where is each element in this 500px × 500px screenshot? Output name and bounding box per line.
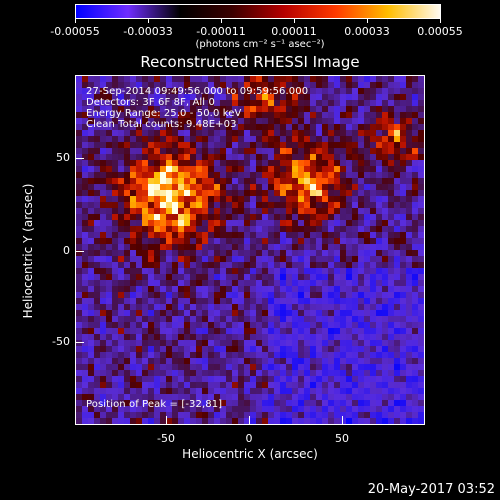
x-tick-minus50: -50 xyxy=(157,432,175,445)
y-tick-minus50: -50 xyxy=(52,335,70,348)
image-panel: 27-Sep-2014 09:49:56.000 to 09:59:56.000… xyxy=(75,75,425,425)
timestamp: 20-May-2017 03:52 xyxy=(367,482,495,497)
x-tick-0: 0 xyxy=(245,432,253,445)
x-tick-50: 50 xyxy=(335,432,349,445)
colorbar-gradient xyxy=(76,5,440,18)
overlay-energy-range: Energy Range: 25.0 - 50.0 keV xyxy=(86,108,242,119)
overlay-clean-counts: Clean Total counts: 9.48E+03 xyxy=(86,119,237,130)
colorbar-tick-5: 0.00033 xyxy=(344,25,390,38)
overlay-peak-position: Position of Peak = [-32,81] xyxy=(86,399,223,410)
overlay-time-range: 27-Sep-2014 09:49:56.000 to 09:59:56.000 xyxy=(86,86,309,97)
overlay-detectors: Detectors: 3F 6F 8F, All 0 xyxy=(86,97,215,108)
colorbar-tick-4: 0.00011 xyxy=(271,25,317,38)
y-tick-50: 50 xyxy=(56,151,70,164)
colorbar-units: (photons cm⁻² s⁻¹ asec⁻²) xyxy=(195,39,325,50)
y-tick-0: 0 xyxy=(63,244,70,257)
rhessi-image xyxy=(76,76,424,424)
colorbar-tick-6: 0.00055 xyxy=(417,25,463,38)
plot-title: Reconstructed RHESSI Image xyxy=(140,53,360,71)
y-axis-label: Heliocentric Y (arcsec) xyxy=(21,183,35,319)
colorbar-tick-3: -0.00011 xyxy=(196,25,246,38)
x-axis-label: Heliocentric X (arcsec) xyxy=(182,447,318,461)
colorbar xyxy=(75,4,441,19)
colorbar-tick-2: -0.00033 xyxy=(123,25,173,38)
colorbar-tick-1: -0.00055 xyxy=(50,25,100,38)
